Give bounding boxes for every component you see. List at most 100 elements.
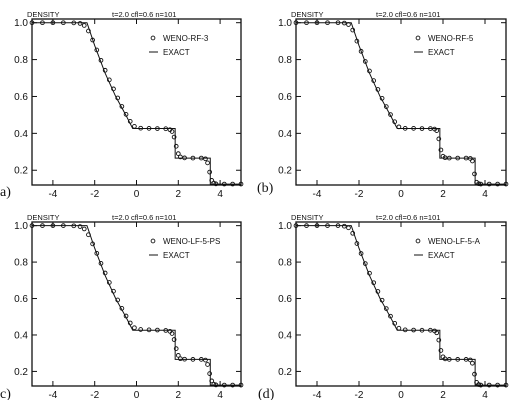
legend-exact-label: EXACT — [163, 48, 190, 57]
x-tick-label: 2 — [440, 390, 446, 400]
y-tick-label: 0.8 — [278, 55, 292, 66]
numerical-point — [171, 337, 177, 342]
numerical-point — [230, 382, 235, 388]
numerical-point — [50, 223, 56, 228]
numerical-point — [182, 155, 187, 161]
numerical-point — [383, 306, 389, 311]
numerical-point — [375, 87, 381, 92]
numerical-point — [221, 181, 227, 187]
panel-label: c) — [0, 387, 11, 400]
numerical-point — [60, 223, 66, 228]
numerical-point — [190, 357, 196, 362]
numerical-point — [442, 356, 448, 362]
numerical-point — [81, 226, 87, 232]
numerical-point — [138, 327, 144, 332]
numerical-point — [127, 320, 133, 326]
y-tick-label: 0.4 — [14, 129, 28, 140]
numerical-point — [304, 20, 309, 26]
numerical-point — [503, 382, 509, 388]
y-axis-label: DENSITY — [27, 10, 60, 19]
numerical-point — [362, 59, 368, 64]
numerical-point — [486, 181, 492, 187]
numerical-point — [371, 78, 377, 83]
numerical-point — [470, 158, 475, 164]
numerical-point — [476, 181, 482, 187]
numerical-point — [146, 126, 152, 131]
x-tick-label: 4 — [217, 390, 223, 400]
numerical-point — [119, 104, 125, 109]
plot-frame — [31, 221, 242, 387]
numerical-point — [486, 382, 492, 388]
x-tick-label: -2 — [355, 390, 364, 400]
numerical-point — [173, 143, 179, 149]
numerical-point — [155, 327, 160, 333]
numerical-point — [132, 325, 137, 331]
numerical-point — [472, 171, 477, 177]
numerical-point — [50, 20, 56, 26]
numerical-point — [455, 155, 461, 161]
plot-frame — [31, 18, 242, 186]
numerical-point — [375, 289, 381, 294]
numerical-point — [383, 104, 389, 109]
numerical-point — [314, 20, 320, 26]
numerical-point — [379, 95, 385, 101]
legend-numeric-label: WENO-LF-5-PS — [163, 237, 220, 246]
legend-numeric-label: WENO-RF-5 — [428, 34, 474, 43]
x-tick-label: 0 — [398, 390, 404, 400]
x-tick-label: 4 — [217, 189, 223, 200]
numerical-point — [71, 20, 77, 26]
numerical-point — [304, 223, 309, 228]
numerical-point — [178, 154, 183, 160]
numerical-point — [362, 261, 368, 266]
density-panel-2: 0.2 0.4 0.6 0.8 1.0 -4 -2 0 2 4 DENSITY t=2.0 cfl=0… — [257, 10, 509, 200]
numerical-point — [354, 241, 360, 246]
numerical-point — [341, 223, 347, 229]
numerical-point — [102, 270, 108, 276]
numerical-point — [94, 250, 100, 256]
numerical-point — [367, 270, 372, 276]
numerical-point — [446, 357, 452, 362]
numerical-point — [335, 20, 341, 26]
x-tick-label: -4 — [48, 189, 57, 200]
numerical-point — [436, 136, 442, 142]
y-tick-label: 0.4 — [14, 330, 28, 341]
numerical-point — [358, 48, 364, 54]
numerical-point — [115, 297, 121, 303]
numerical-point — [354, 38, 360, 44]
numerical-point — [211, 180, 217, 186]
legend-marker-icon — [415, 35, 421, 41]
numerical-point — [428, 327, 433, 333]
numerical-point — [350, 27, 356, 33]
numerical-point — [402, 327, 408, 333]
numerical-point — [396, 325, 402, 331]
x-tick-label: 4 — [482, 189, 488, 200]
legend-marker-icon — [415, 238, 421, 244]
legend-numeric-label: WENO-RF-3 — [163, 34, 209, 43]
panel-label: a) — [0, 185, 11, 200]
numerical-point — [388, 112, 393, 117]
numerical-point — [293, 223, 299, 228]
numerical-point — [119, 306, 125, 311]
numerical-point — [182, 356, 187, 362]
exact-solution-line — [32, 22, 241, 185]
y-tick-label: 0.2 — [14, 166, 28, 177]
x-tick-label: -4 — [313, 390, 322, 400]
numerical-point — [111, 288, 116, 294]
numerical-point — [341, 20, 347, 26]
numerical-point — [205, 362, 210, 367]
panel-label: (d) — [258, 387, 275, 400]
numerical-point — [325, 20, 330, 26]
numerical-point — [207, 169, 212, 175]
numerical-point — [411, 126, 416, 131]
numerical-point — [411, 327, 416, 333]
numerical-point — [438, 348, 444, 353]
x-tick-label: -4 — [48, 390, 57, 400]
numerical-point — [198, 357, 204, 362]
numerical-point — [175, 151, 181, 156]
numerical-point — [470, 360, 475, 366]
y-tick-label: 1.0 — [14, 221, 28, 232]
numerical-point — [472, 371, 477, 377]
x-tick-label: 0 — [398, 189, 404, 200]
exact-solution-line — [32, 225, 241, 386]
numerical-point — [419, 327, 425, 333]
